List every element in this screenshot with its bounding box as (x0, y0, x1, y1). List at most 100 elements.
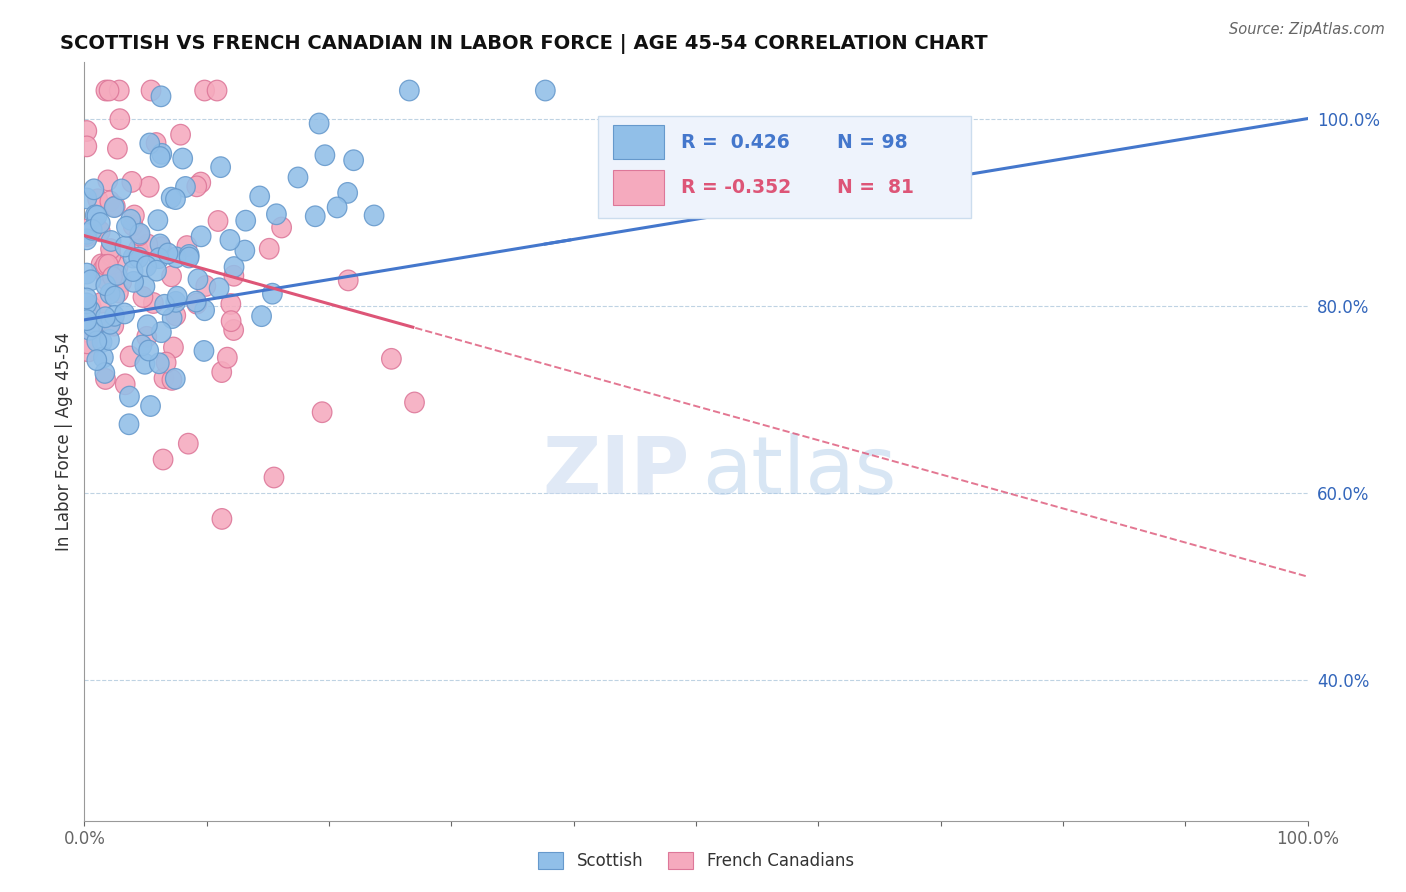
Ellipse shape (162, 369, 181, 390)
Ellipse shape (129, 247, 149, 268)
Ellipse shape (77, 188, 97, 209)
Ellipse shape (221, 310, 240, 332)
Ellipse shape (224, 266, 243, 286)
Ellipse shape (138, 235, 157, 255)
Ellipse shape (101, 245, 121, 266)
Ellipse shape (105, 196, 125, 217)
Ellipse shape (93, 260, 112, 280)
Ellipse shape (405, 392, 425, 413)
Ellipse shape (195, 276, 215, 296)
Ellipse shape (104, 197, 124, 218)
Ellipse shape (152, 86, 170, 107)
Ellipse shape (129, 225, 149, 245)
Ellipse shape (87, 350, 107, 370)
Text: Source: ZipAtlas.com: Source: ZipAtlas.com (1229, 22, 1385, 37)
Ellipse shape (131, 224, 150, 244)
Ellipse shape (107, 265, 127, 285)
Ellipse shape (170, 124, 190, 145)
Ellipse shape (212, 508, 232, 529)
Ellipse shape (98, 170, 118, 191)
Ellipse shape (149, 353, 169, 374)
FancyBboxPatch shape (613, 125, 664, 159)
Ellipse shape (77, 226, 97, 246)
Ellipse shape (136, 256, 156, 277)
Ellipse shape (179, 434, 198, 454)
Ellipse shape (152, 237, 172, 258)
Ellipse shape (167, 286, 187, 307)
Ellipse shape (124, 271, 143, 293)
Ellipse shape (235, 240, 254, 260)
Ellipse shape (77, 333, 97, 353)
Ellipse shape (337, 183, 357, 203)
Ellipse shape (263, 284, 283, 304)
Ellipse shape (96, 254, 115, 276)
Ellipse shape (84, 179, 104, 200)
Ellipse shape (101, 239, 121, 260)
Ellipse shape (90, 212, 110, 234)
Text: R = -0.352: R = -0.352 (682, 178, 792, 197)
Ellipse shape (218, 347, 238, 368)
Ellipse shape (180, 247, 198, 268)
Ellipse shape (115, 374, 135, 394)
Ellipse shape (195, 80, 214, 101)
Ellipse shape (177, 235, 197, 256)
Ellipse shape (191, 172, 211, 193)
Ellipse shape (97, 269, 117, 290)
Text: atlas: atlas (702, 433, 897, 511)
Ellipse shape (96, 307, 115, 327)
Ellipse shape (138, 315, 157, 335)
Ellipse shape (211, 157, 231, 178)
Ellipse shape (77, 310, 97, 330)
Ellipse shape (83, 316, 103, 336)
Ellipse shape (155, 368, 174, 389)
Ellipse shape (136, 326, 156, 347)
Ellipse shape (252, 306, 271, 326)
Ellipse shape (155, 294, 174, 315)
Ellipse shape (90, 221, 110, 242)
Ellipse shape (260, 238, 278, 259)
Ellipse shape (166, 292, 186, 312)
Ellipse shape (100, 313, 120, 334)
Ellipse shape (100, 284, 120, 304)
Ellipse shape (87, 189, 107, 210)
Ellipse shape (124, 215, 143, 235)
Ellipse shape (166, 247, 186, 268)
Ellipse shape (271, 217, 291, 238)
Ellipse shape (93, 332, 112, 352)
Ellipse shape (125, 205, 145, 226)
Ellipse shape (115, 303, 135, 324)
Ellipse shape (98, 254, 118, 275)
Ellipse shape (139, 177, 159, 197)
Ellipse shape (150, 235, 170, 255)
Y-axis label: In Labor Force | Age 45-54: In Labor Force | Age 45-54 (55, 332, 73, 551)
Ellipse shape (105, 286, 125, 307)
Ellipse shape (187, 292, 205, 312)
Ellipse shape (309, 113, 329, 134)
Ellipse shape (212, 362, 232, 383)
Ellipse shape (221, 229, 239, 251)
Ellipse shape (80, 301, 100, 321)
Ellipse shape (195, 300, 214, 320)
Ellipse shape (162, 308, 181, 328)
Ellipse shape (91, 254, 111, 275)
Ellipse shape (150, 146, 170, 168)
Ellipse shape (187, 293, 207, 314)
Ellipse shape (96, 368, 115, 389)
Ellipse shape (381, 349, 401, 369)
Ellipse shape (91, 293, 111, 313)
Ellipse shape (96, 80, 115, 101)
Ellipse shape (221, 293, 240, 314)
Ellipse shape (134, 286, 153, 308)
Ellipse shape (149, 248, 169, 268)
Ellipse shape (328, 197, 347, 218)
Ellipse shape (79, 341, 98, 362)
Ellipse shape (77, 293, 97, 314)
Ellipse shape (120, 414, 139, 434)
Ellipse shape (264, 467, 284, 488)
Ellipse shape (176, 177, 195, 197)
Ellipse shape (124, 260, 143, 281)
Ellipse shape (83, 219, 103, 240)
Ellipse shape (100, 80, 120, 101)
Ellipse shape (209, 278, 229, 299)
Ellipse shape (305, 206, 325, 227)
